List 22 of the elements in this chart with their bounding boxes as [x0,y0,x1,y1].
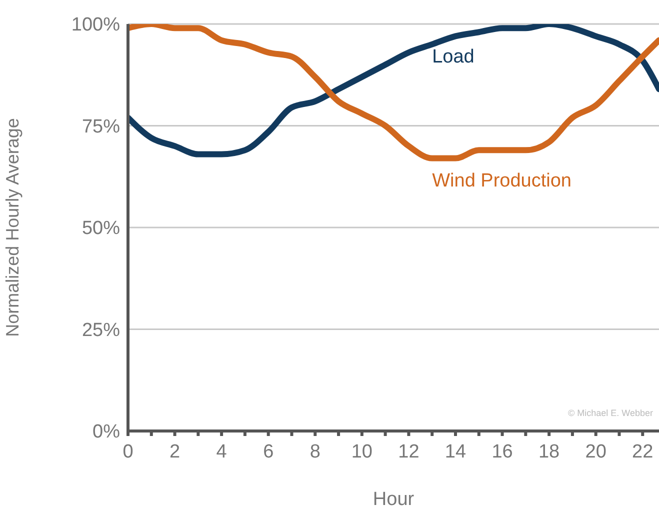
y-axis-title: Normalized Hourly Average [2,118,22,337]
x-tick-label: 14 [444,441,466,462]
x-tick-label: 12 [398,441,420,462]
y-tick-label: 100% [71,14,120,36]
x-tick-label: 0 [122,441,134,462]
x-tick-label: 20 [585,441,606,462]
y-tick-label: 50% [82,218,120,240]
x-tick-label: 22 [632,441,654,462]
y-tick-label: 75% [82,116,120,138]
x-tick-label: 8 [310,441,320,462]
x-tick-label: 4 [216,441,228,462]
x-tick-label: 10 [351,441,372,462]
series-label: Wind Production [432,170,572,192]
x-tick-label: 18 [538,441,560,462]
series-label: Load [432,46,474,68]
x-tick-label: 16 [492,441,513,462]
x-tick-label: 6 [263,441,274,462]
x-axis-title: Hour [372,489,415,509]
x-tick-label: 2 [169,441,180,462]
y-tick-label: 0% [92,422,120,443]
annotation: © Michael E. Webber [568,408,653,418]
y-tick-label: 25% [82,320,120,341]
